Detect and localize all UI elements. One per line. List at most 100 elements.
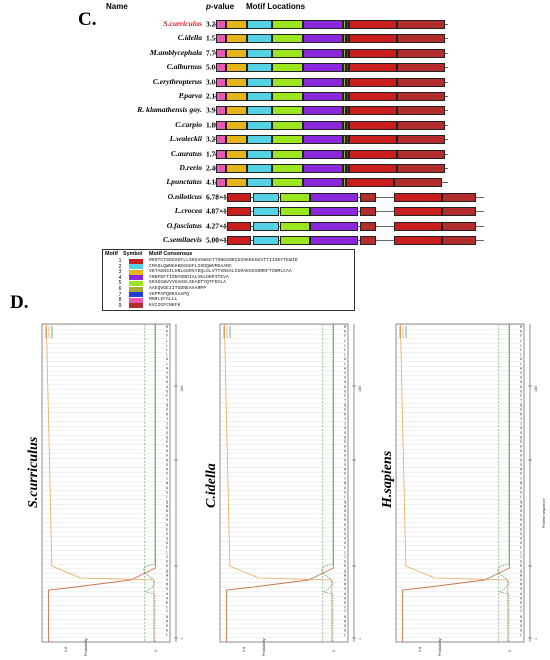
residue-label: E — [166, 528, 168, 532]
residue-label: L — [166, 344, 168, 348]
residue-label: G — [344, 432, 346, 436]
legend-header-consensus: Motif Consensus — [149, 251, 193, 257]
residue-label: G — [344, 533, 346, 537]
residue-label: A — [520, 593, 523, 597]
legend-consensus: CMASLQWNGHKEGGGFLISDQWVMSAARC — [149, 263, 232, 269]
residue-label: G — [520, 533, 522, 537]
residue-label: V — [166, 579, 169, 583]
residue-label: G — [166, 390, 168, 394]
motif-7-box — [346, 34, 349, 44]
legend-motif-number: 7 — [118, 291, 122, 298]
legend-symbol — [129, 275, 143, 281]
motif-3-box — [226, 135, 247, 145]
legend-motif-number: 9 — [118, 302, 122, 309]
residue-label: M — [520, 584, 522, 588]
residue-label: S — [344, 588, 346, 592]
motif-9-box — [360, 207, 376, 217]
legend-symbol — [129, 286, 143, 292]
motif-1-box — [349, 164, 397, 173]
residue-label: S — [166, 561, 168, 565]
residue-label: R — [166, 469, 169, 473]
motif-3-box — [226, 63, 247, 73]
residue-label: G — [344, 390, 346, 394]
motif-1-box — [394, 236, 442, 245]
residue-label: N — [344, 616, 346, 620]
protein-sequence-axis-label: Protein sequence — [542, 498, 546, 528]
residue-label: F — [520, 335, 522, 339]
residue-label: Y — [520, 478, 523, 482]
motif-row: C.erythropterus3.01×10-237 — [0, 74, 550, 91]
motif-4-box — [303, 178, 343, 188]
residue-label: Q — [166, 404, 168, 408]
residue-label: G — [166, 630, 168, 634]
residue-label: Y — [166, 478, 169, 482]
motif-6-box — [343, 92, 346, 101]
motif-9-box — [397, 135, 445, 145]
motif-4-box — [303, 63, 343, 73]
chart-species-name: H.sapiens — [380, 450, 395, 508]
residue-label: K — [344, 524, 347, 528]
motif-5-box — [272, 20, 303, 29]
motif-1-box — [349, 106, 397, 116]
residue-label: R — [520, 469, 523, 473]
motif-6-box — [343, 149, 346, 159]
residue-label: R — [520, 620, 523, 624]
legend-motif-number: 1 — [118, 258, 122, 264]
plot-frame — [41, 323, 171, 643]
motif-5-box — [272, 149, 303, 159]
residue-label: S — [344, 464, 346, 468]
residue-label: E — [344, 528, 346, 532]
residue-label: T — [166, 611, 169, 615]
tick-label: 100 — [358, 385, 362, 392]
legend-motif-number: 3 — [118, 269, 122, 276]
residue-label: N — [520, 616, 522, 620]
residue-label: N — [344, 510, 346, 514]
motif-7-box — [346, 63, 349, 73]
legend-row: 1 RKDTCTSDGSGFLLSKGVVWSGTTSNGGNKCGSSKKEGG… — [103, 258, 354, 264]
residue-label: D — [344, 565, 346, 569]
legend-consensus: GKSGCWVVVGAHSLSEADTYQTFDVLA — [149, 280, 227, 286]
legend-symbol — [129, 258, 143, 264]
residue-label: Q — [166, 436, 168, 440]
tick-label: 0 — [508, 649, 512, 652]
residue-label: C — [344, 607, 346, 611]
motif-4-box — [303, 92, 343, 101]
motif-3-box — [226, 120, 247, 130]
tick-label: 1 — [180, 637, 184, 640]
motif-5-box — [272, 92, 303, 101]
residue-label: L — [520, 340, 522, 344]
motif-9-box — [442, 221, 476, 231]
motif-7-box — [346, 120, 349, 130]
legend-consensus: VKPPAPQRKSAAPQ — [149, 291, 189, 297]
motif-6-box — [343, 63, 346, 73]
tick-label: 1 — [358, 637, 362, 640]
residue-label: M — [344, 584, 346, 588]
motif-1-box — [349, 149, 397, 159]
motif-1-box — [349, 120, 397, 130]
motif-5-box — [280, 207, 310, 217]
residue-label: V — [344, 579, 347, 583]
motif-2-box — [253, 221, 279, 231]
species-name: C.semilaevis — [162, 235, 202, 244]
tick-label: 0 — [154, 649, 158, 652]
residue-label: L — [520, 496, 522, 500]
legend-motif-number: 4 — [118, 274, 122, 281]
tick-label: 100 — [534, 385, 538, 392]
residue-label: H — [344, 519, 346, 523]
motif-3-box — [226, 149, 247, 159]
residue-label: M — [520, 482, 522, 486]
motif-row: D.rerio2.46×10-222 — [0, 160, 550, 177]
residue-label: L — [166, 551, 168, 555]
residue-label: F — [344, 547, 346, 551]
residue-label: S — [520, 492, 522, 496]
motif-3-box — [226, 48, 247, 58]
residue-label: G — [520, 630, 522, 634]
residue-label: L — [166, 363, 168, 367]
residue-label: A — [166, 593, 169, 597]
motif-5-box — [280, 192, 310, 202]
motif-6-box — [343, 178, 346, 188]
legend-consensus: YNNFDFTISNYDNDIALVKLDKPITEVA — [149, 274, 229, 280]
residue-label: N — [520, 510, 522, 514]
